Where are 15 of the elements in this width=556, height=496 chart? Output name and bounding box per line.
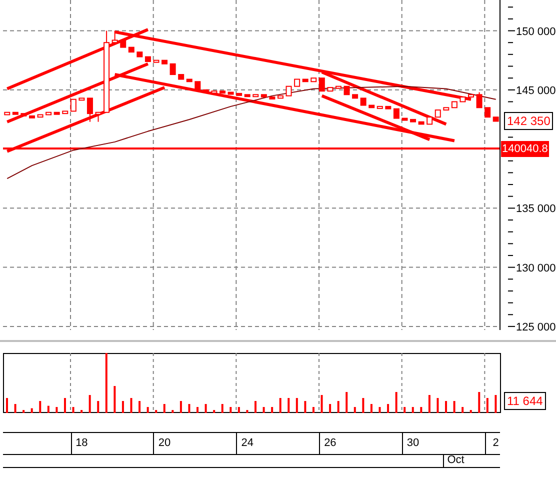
text: 142 350 xyxy=(504,112,554,130)
y-tick-label: 145 000 xyxy=(516,84,556,97)
y-tick-label: 125 000 xyxy=(516,321,556,334)
y-tick-label: 130 000 xyxy=(516,262,556,274)
ref-line-label: 140040.8 xyxy=(501,140,549,157)
text: Oct xyxy=(447,454,464,467)
x-tick-label: 26 xyxy=(324,436,336,450)
x-tick-label: 2 xyxy=(492,436,499,450)
x-tick-label: 30 xyxy=(406,436,420,450)
y-tick-label: 150 000 xyxy=(516,26,556,38)
x-tick-label: 20 xyxy=(158,436,171,450)
x-tick-label: 24 xyxy=(241,436,254,450)
x-tick-label: 18 xyxy=(76,436,88,450)
y-tick-label: 135 000 xyxy=(516,203,556,216)
text: 11 644 xyxy=(504,392,546,410)
